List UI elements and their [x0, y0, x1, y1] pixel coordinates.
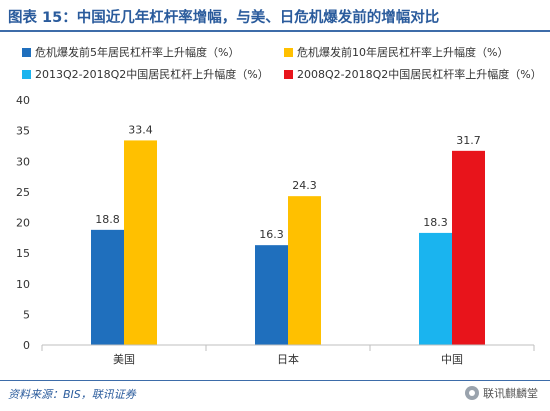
bar-0-1 [124, 140, 157, 345]
legend-swatch-1 [284, 47, 293, 57]
legend-item-3: 2008Q2-2018Q2中国居民杠杆率上升幅度（%） [284, 66, 542, 82]
watermark-text: 联讯麒麟堂 [483, 387, 538, 400]
legend-label-0: 危机爆发前5年居民杠杆率上升幅度（%） [35, 46, 240, 59]
y-tick-label-6: 30 [16, 155, 30, 168]
legend-swatch-3 [284, 69, 293, 79]
chart-title: 图表 15：中国近几年杠杆率增幅，与美、日危机爆发前的增幅对比 [8, 10, 440, 26]
data-label-1-1: 24.3 [292, 179, 317, 192]
y-axis: 0 5 10 15 20 25 30 35 40 [16, 94, 30, 352]
data-label-0-1: 33.4 [128, 123, 153, 136]
footer-divider [0, 380, 550, 381]
x-tick-label-1: 日本 [277, 352, 299, 366]
legend-label-2: 2013Q2-2018Q2中国居民杠杆上升幅度（%） [35, 68, 269, 81]
y-tick-label-0: 0 [23, 339, 30, 352]
data-label-1-0: 16.3 [259, 228, 284, 241]
legend-label-1: 危机爆发前10年居民杠杆率上升幅度（%） [297, 46, 509, 59]
y-tick-label-8: 40 [16, 94, 30, 107]
bar-1-0 [255, 245, 288, 345]
data-label-2-2: 18.3 [423, 216, 448, 229]
legend-item-2: 2013Q2-2018Q2中国居民杠杆上升幅度（%） [22, 66, 269, 82]
bars: 18.8 33.4 16.3 24.3 18.3 31.7 [91, 123, 485, 345]
legend-item-0: 危机爆发前5年居民杠杆率上升幅度（%） [22, 44, 239, 60]
legend-item-1: 危机爆发前10年居民杠杆率上升幅度（%） [284, 44, 508, 60]
bar-2-2 [419, 232, 452, 345]
bar-1-1 [288, 196, 321, 345]
legend-swatch-2 [22, 69, 31, 79]
legend-swatch-0 [22, 47, 31, 57]
x-tick-label-0: 美国 [113, 353, 135, 366]
y-tick-label-3: 15 [16, 247, 30, 260]
legend-label-3: 2008Q2-2018Q2中国居民杠杆率上升幅度（%） [297, 68, 542, 81]
watermark: 联讯麒麟堂 [465, 385, 538, 401]
y-tick-label-4: 20 [16, 217, 30, 230]
y-tick-label-5: 25 [16, 186, 30, 199]
bar-2-3 [452, 150, 485, 345]
wechat-icon [465, 386, 479, 400]
y-tick-label-2: 10 [16, 278, 30, 291]
x-axis: 美国 日本 中国 [41, 344, 535, 366]
source-note: 资料来源：BIS，联讯证券 [8, 388, 136, 401]
data-label-2-3: 31.7 [456, 134, 481, 147]
x-tick-label-2: 中国 [441, 353, 463, 366]
y-tick-label-1: 5 [23, 308, 30, 321]
bar-0-0 [91, 229, 124, 345]
y-tick-label-7: 35 [16, 125, 30, 138]
title-divider [0, 30, 550, 32]
bar-chart: 0 5 10 15 20 25 30 35 40 18.8 33.4 16.3 24.3 18.3 31.… [16, 94, 535, 366]
data-label-0-0: 18.8 [95, 213, 120, 226]
